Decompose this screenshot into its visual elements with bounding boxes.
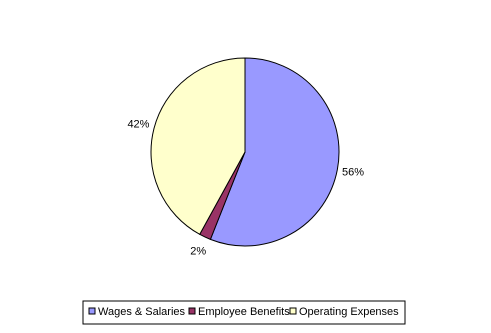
legend-box [82,300,406,325]
legend-label: Wages & Salaries [98,306,186,318]
data-label: 56% [342,167,364,179]
data-label: 2% [190,245,206,257]
legend-swatch [188,307,196,315]
legend-swatch [289,307,297,315]
legend-label: Operating Expenses [299,306,399,318]
data-label: 42% [127,119,149,131]
pie-slice [209,57,340,247]
legend-label: Employee Benefits [198,306,290,318]
pie-slice [150,57,246,236]
legend-swatch [88,307,96,315]
